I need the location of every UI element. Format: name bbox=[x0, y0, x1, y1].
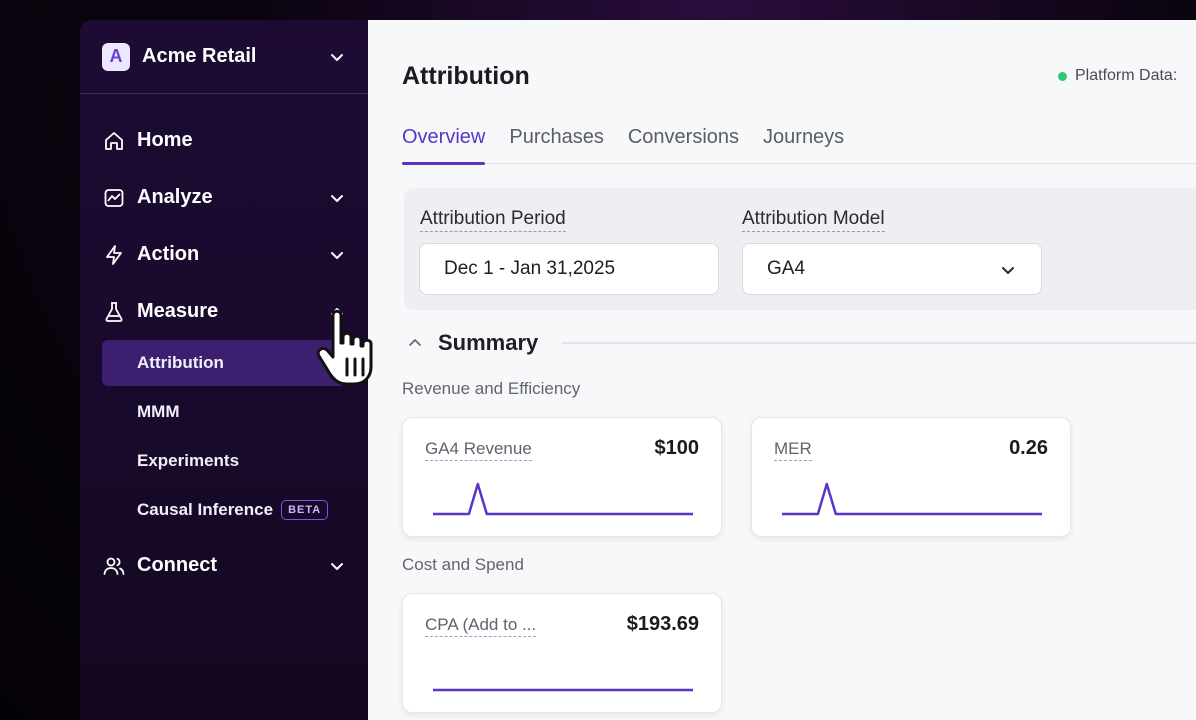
chart-icon bbox=[102, 186, 126, 210]
sidebar-item-label: Action bbox=[137, 243, 200, 265]
attribution-period-value: Dec 1 - Jan 31,2025 bbox=[444, 258, 616, 279]
metric-card[interactable]: CPA (Add to ... $193.69 bbox=[402, 593, 722, 713]
sidebar-item-analyze[interactable]: Analyze bbox=[80, 169, 368, 226]
sidebar-item-home[interactable]: Home bbox=[80, 112, 368, 169]
sidebar-item-label: Analyze bbox=[137, 186, 213, 208]
tab-overview[interactable]: Overview bbox=[402, 126, 486, 165]
sidebar-item-attribution[interactable]: Attribution bbox=[102, 340, 346, 386]
metric-value: $193.69 bbox=[626, 613, 699, 635]
metric-value: $100 bbox=[654, 437, 700, 459]
sidebar-item-causal-inference[interactable]: Causal Inference BETA bbox=[102, 487, 346, 533]
metric-value: 0.26 bbox=[1009, 437, 1048, 459]
divider bbox=[562, 342, 1196, 344]
main-content: Attribution Platform Data: Overview Purc… bbox=[368, 20, 1196, 720]
sidebar-item-experiments[interactable]: Experiments bbox=[137, 451, 240, 470]
sidebar-item-mmm[interactable]: MMM bbox=[137, 402, 180, 421]
attribution-model-value: GA4 bbox=[767, 258, 806, 279]
beta-badge: BETA bbox=[281, 500, 329, 520]
sidebar: A Acme Retail Home Analyze bbox=[80, 20, 368, 720]
tab-conversions[interactable]: Conversions bbox=[627, 126, 740, 148]
org-name: Acme Retail bbox=[142, 45, 257, 67]
org-switcher[interactable]: A Acme Retail bbox=[80, 20, 368, 94]
app-window: A Acme Retail Home Analyze bbox=[80, 20, 1196, 720]
sidebar-item-action[interactable]: Action bbox=[80, 226, 368, 283]
tab-journeys[interactable]: Journeys bbox=[763, 126, 845, 148]
platform-data-label: Platform Data: bbox=[1075, 67, 1178, 84]
chevron-down-icon[interactable] bbox=[328, 246, 346, 264]
status-dot-icon bbox=[1058, 71, 1067, 81]
section-label-revenue: Revenue and Efficiency bbox=[402, 379, 581, 398]
flask-icon bbox=[102, 300, 126, 324]
filters-panel: Attribution Period Dec 1 - Jan 31,2025 A… bbox=[404, 188, 1196, 310]
metric-card[interactable]: MER 0.26 bbox=[751, 417, 1071, 537]
sparkline bbox=[782, 482, 1042, 516]
lightning-icon bbox=[102, 243, 126, 267]
tab-purchases[interactable]: Purchases bbox=[509, 126, 604, 148]
tab-bar: Overview Purchases Conversions Journeys bbox=[402, 126, 1196, 165]
chevron-down-icon[interactable] bbox=[328, 557, 346, 575]
chevron-down-icon[interactable] bbox=[328, 189, 346, 207]
sidebar-item-label: Home bbox=[137, 129, 193, 151]
sidebar-item-label: Connect bbox=[137, 554, 217, 576]
page-title: Attribution bbox=[402, 62, 530, 90]
hand-cursor-icon bbox=[316, 309, 373, 386]
platform-data-status: Platform Data: bbox=[1058, 67, 1177, 85]
chevron-down-icon bbox=[999, 261, 1017, 279]
chevron-down-icon[interactable] bbox=[328, 48, 346, 66]
sparkline bbox=[433, 482, 693, 516]
metric-title: GA4 Revenue bbox=[425, 439, 532, 461]
attribution-model-select[interactable]: GA4 bbox=[742, 243, 1042, 295]
summary-heading: Summary bbox=[438, 330, 539, 355]
chevron-up-icon[interactable] bbox=[406, 334, 424, 352]
attribution-model-label: Attribution Model bbox=[742, 208, 885, 232]
attribution-period-label: Attribution Period bbox=[420, 208, 566, 232]
users-icon bbox=[102, 554, 126, 578]
sparkline-path bbox=[782, 482, 1042, 516]
metric-title: CPA (Add to ... bbox=[425, 615, 537, 637]
section-label-cost: Cost and Spend bbox=[402, 555, 524, 574]
sidebar-item-label: Causal Inference bbox=[137, 500, 274, 519]
summary-header[interactable]: Summary bbox=[406, 330, 1196, 356]
home-icon bbox=[102, 129, 126, 153]
metric-title: MER bbox=[774, 439, 812, 461]
sidebar-item-label: Measure bbox=[137, 300, 219, 322]
sparkline bbox=[433, 688, 693, 692]
sparkline-path bbox=[433, 482, 693, 516]
sidebar-item-connect[interactable]: Connect bbox=[80, 537, 368, 594]
measure-submenu: Attribution MMM Experiments Causal Infer… bbox=[80, 340, 368, 533]
sidebar-nav: Home Analyze Action bbox=[80, 94, 368, 594]
metric-card[interactable]: GA4 Revenue $100 bbox=[402, 417, 722, 537]
attribution-period-picker[interactable]: Dec 1 - Jan 31,2025 bbox=[419, 243, 719, 295]
org-logo: A bbox=[102, 42, 130, 71]
